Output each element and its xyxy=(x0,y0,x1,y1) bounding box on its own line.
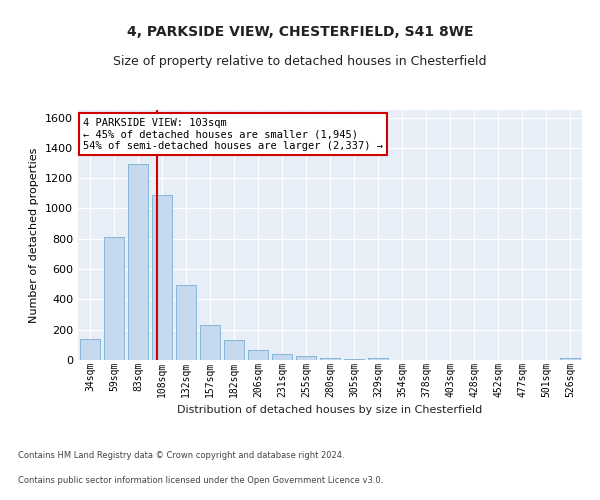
Bar xyxy=(560,358,580,360)
Text: 4, PARKSIDE VIEW, CHESTERFIELD, S41 8WE: 4, PARKSIDE VIEW, CHESTERFIELD, S41 8WE xyxy=(127,25,473,39)
Y-axis label: Number of detached properties: Number of detached properties xyxy=(29,148,40,322)
Text: Distribution of detached houses by size in Chesterfield: Distribution of detached houses by size … xyxy=(178,405,482,415)
Bar xyxy=(368,358,388,360)
Bar xyxy=(200,325,220,360)
Bar xyxy=(152,195,172,360)
Bar xyxy=(224,340,244,360)
Bar xyxy=(128,164,148,360)
Bar xyxy=(80,339,100,360)
Bar xyxy=(344,359,364,360)
Bar xyxy=(320,358,340,360)
Text: Contains public sector information licensed under the Open Government Licence v3: Contains public sector information licen… xyxy=(18,476,383,485)
Text: Contains HM Land Registry data © Crown copyright and database right 2024.: Contains HM Land Registry data © Crown c… xyxy=(18,451,344,460)
Bar xyxy=(176,285,196,360)
Text: Size of property relative to detached houses in Chesterfield: Size of property relative to detached ho… xyxy=(113,55,487,68)
Bar xyxy=(272,354,292,360)
Text: 4 PARKSIDE VIEW: 103sqm
← 45% of detached houses are smaller (1,945)
54% of semi: 4 PARKSIDE VIEW: 103sqm ← 45% of detache… xyxy=(83,118,383,150)
Bar xyxy=(104,236,124,360)
Bar xyxy=(248,350,268,360)
Bar xyxy=(296,356,316,360)
